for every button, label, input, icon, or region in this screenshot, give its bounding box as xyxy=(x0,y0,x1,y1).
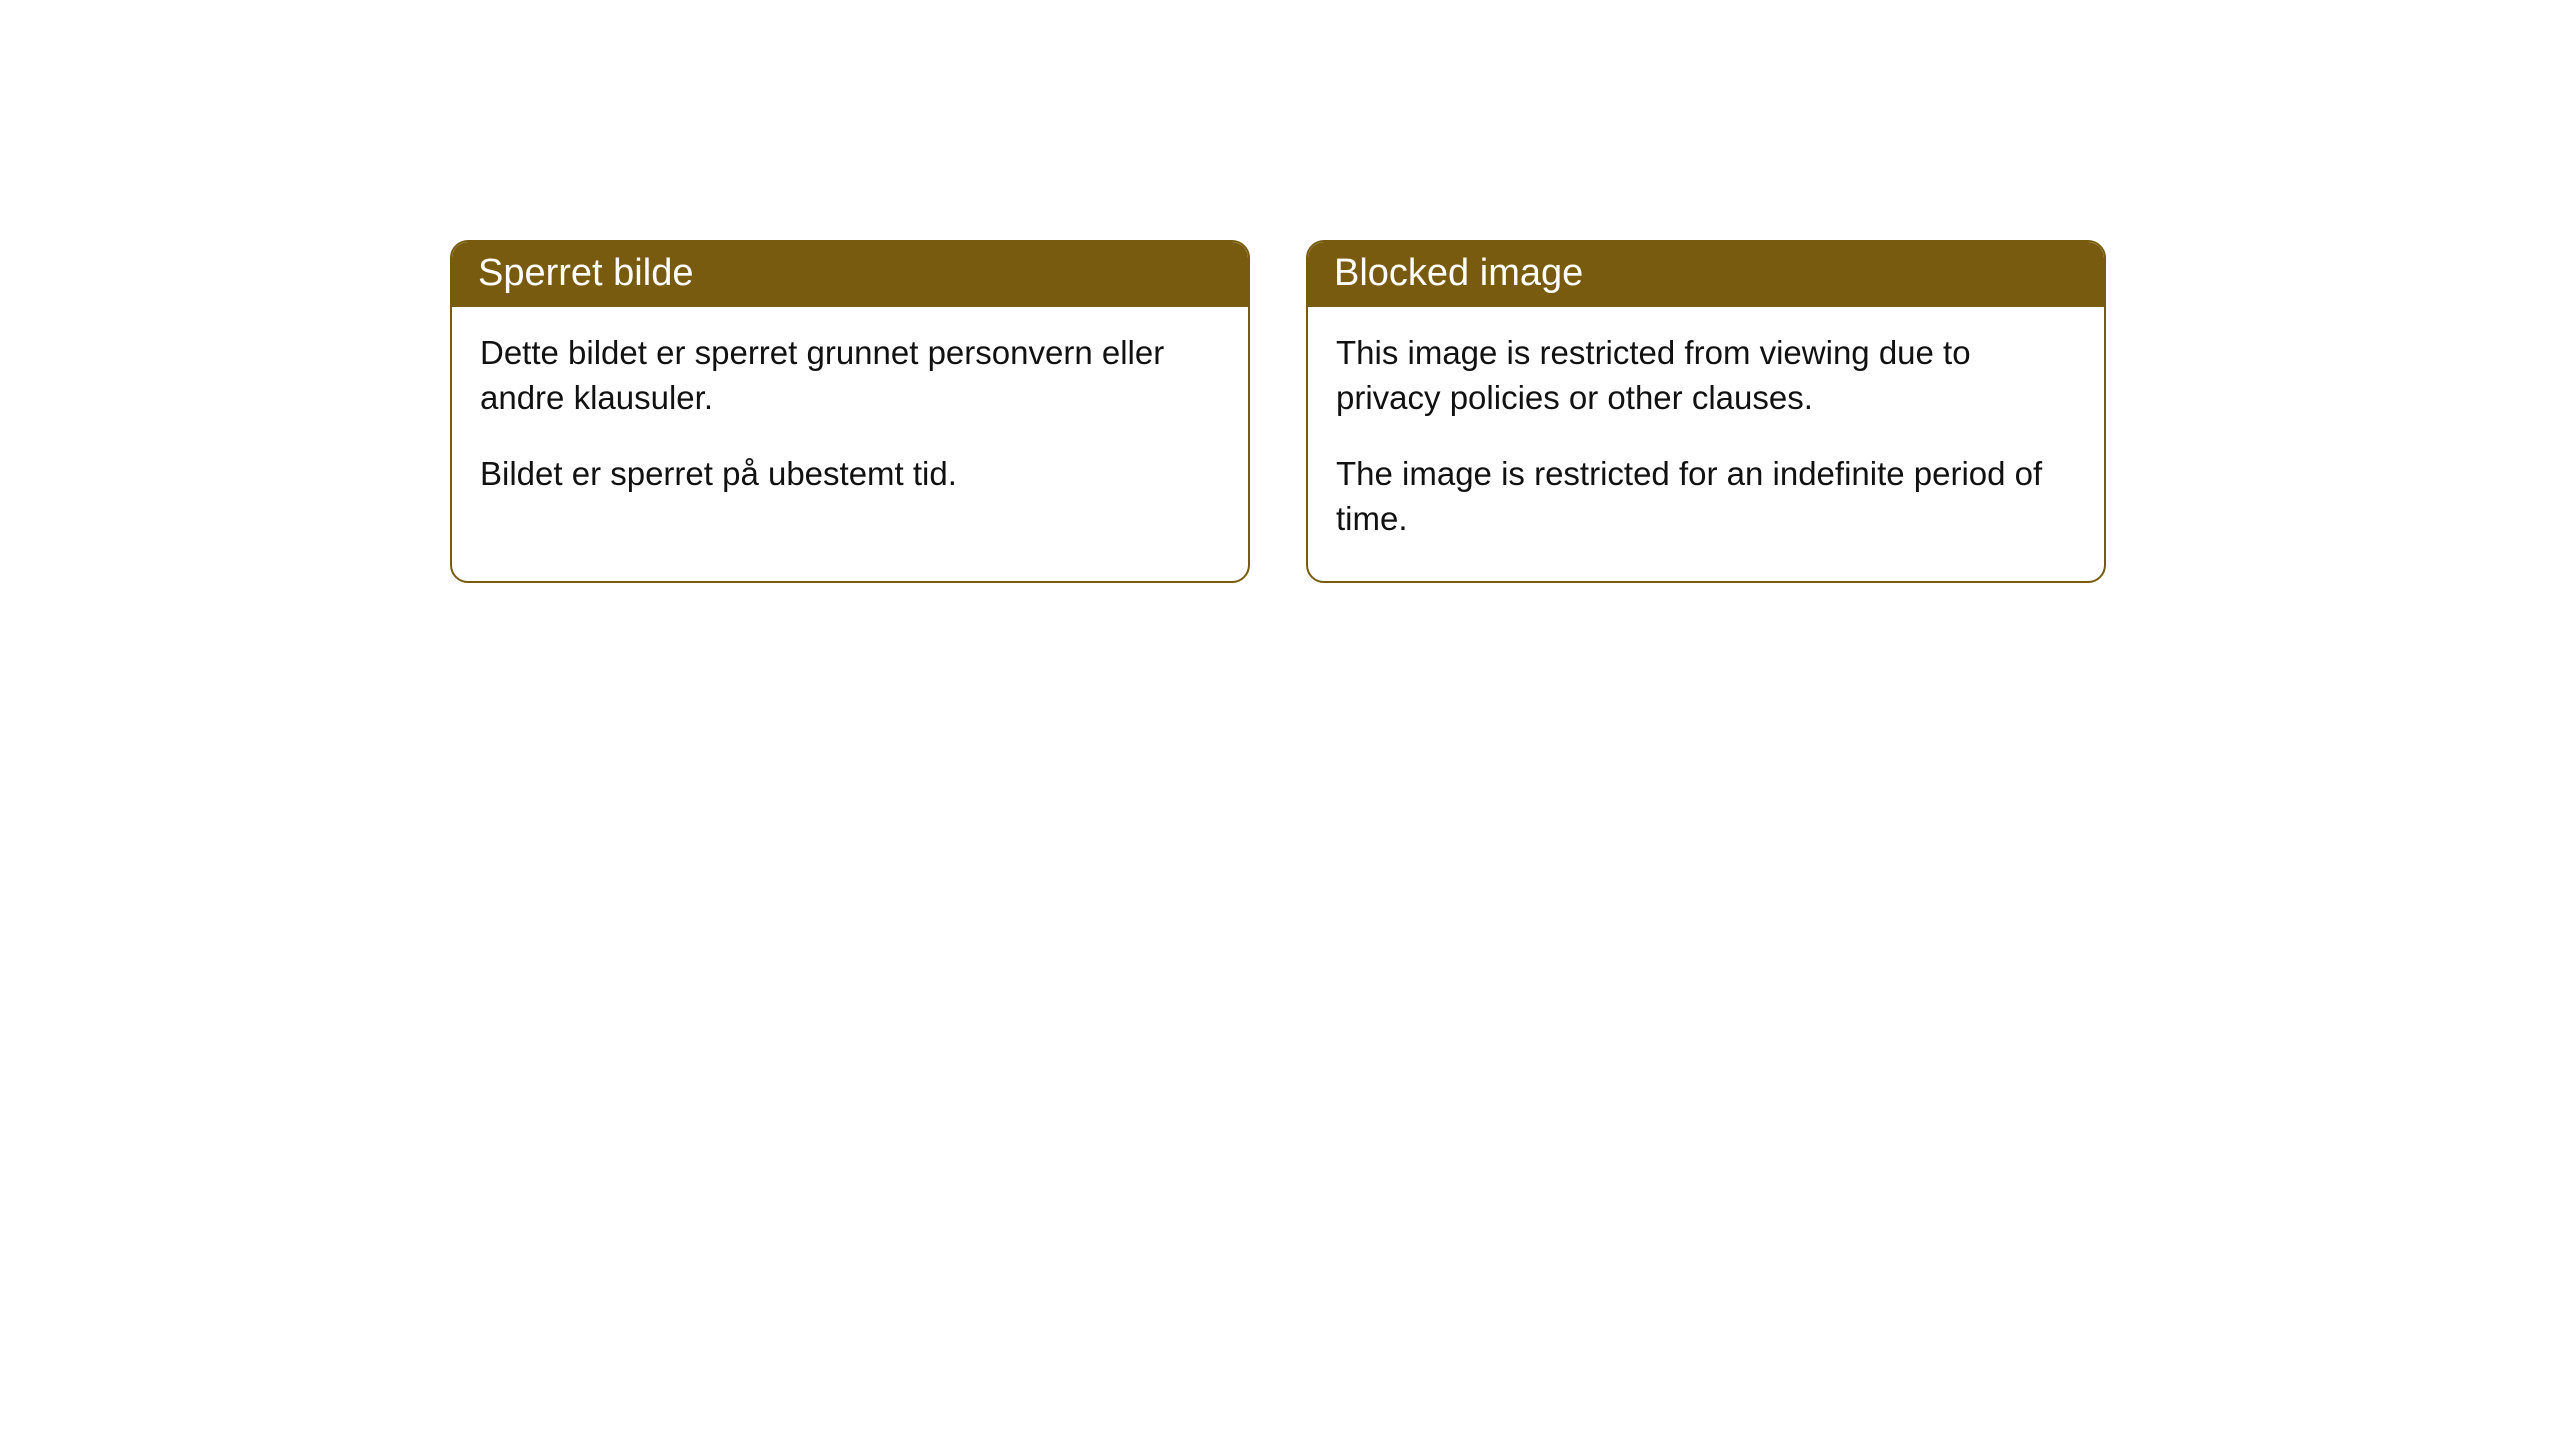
blocked-image-cards-container: Sperret bilde Dette bildet er sperret gr… xyxy=(450,240,2560,583)
card-body: Dette bildet er sperret grunnet personve… xyxy=(452,307,1248,537)
card-paragraph: Dette bildet er sperret grunnet personve… xyxy=(480,331,1220,420)
card-paragraph: Bildet er sperret på ubestemt tid. xyxy=(480,452,1220,497)
blocked-image-card-norwegian: Sperret bilde Dette bildet er sperret gr… xyxy=(450,240,1250,583)
blocked-image-card-english: Blocked image This image is restricted f… xyxy=(1306,240,2106,583)
card-header: Blocked image xyxy=(1308,242,2104,307)
card-paragraph: This image is restricted from viewing du… xyxy=(1336,331,2076,420)
card-body: This image is restricted from viewing du… xyxy=(1308,307,2104,581)
card-paragraph: The image is restricted for an indefinit… xyxy=(1336,452,2076,541)
card-header: Sperret bilde xyxy=(452,242,1248,307)
